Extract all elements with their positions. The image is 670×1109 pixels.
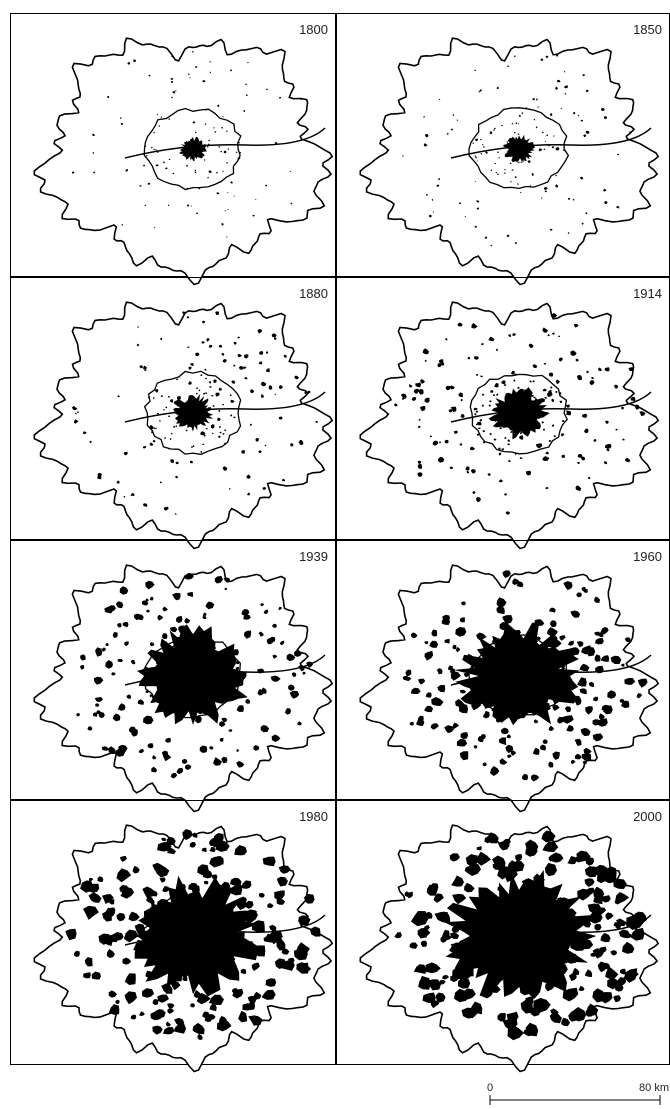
year-label: 1939 xyxy=(299,549,328,564)
year-label: 1880 xyxy=(299,286,328,301)
year-label: 1914 xyxy=(633,286,662,301)
panel-grid: 1800 1850 1880 1914 1939 1960 1980 2000 xyxy=(11,14,670,1072)
region-outline xyxy=(360,38,658,284)
region-outline xyxy=(34,38,332,284)
year-label: 1850 xyxy=(633,22,662,37)
map-panel: 1939 xyxy=(11,541,336,812)
map-panel: 1980 xyxy=(11,801,336,1072)
scale-label: 80 km xyxy=(639,1082,669,1094)
settlement xyxy=(631,397,636,402)
settlement xyxy=(306,662,313,669)
year-label: 2000 xyxy=(633,809,662,824)
year-label: 1800 xyxy=(299,22,328,37)
map-panel: 1960 xyxy=(337,541,670,812)
scale-label: 0 xyxy=(487,1082,493,1094)
settlement xyxy=(502,570,511,578)
scale-bar: 0 80 km xyxy=(487,1082,669,1105)
map-panel: 1800 xyxy=(11,14,336,285)
map-panel: 2000 xyxy=(337,801,670,1072)
map-panel: 1850 xyxy=(337,14,670,285)
map-panel: 1880 xyxy=(11,278,336,549)
map-panel: 1914 xyxy=(337,278,670,549)
figure: 1800 1850 1880 1914 1939 1960 1980 2000 0 80 km xyxy=(0,0,670,1109)
year-label: 1980 xyxy=(299,809,328,824)
year-label: 1960 xyxy=(633,549,662,564)
